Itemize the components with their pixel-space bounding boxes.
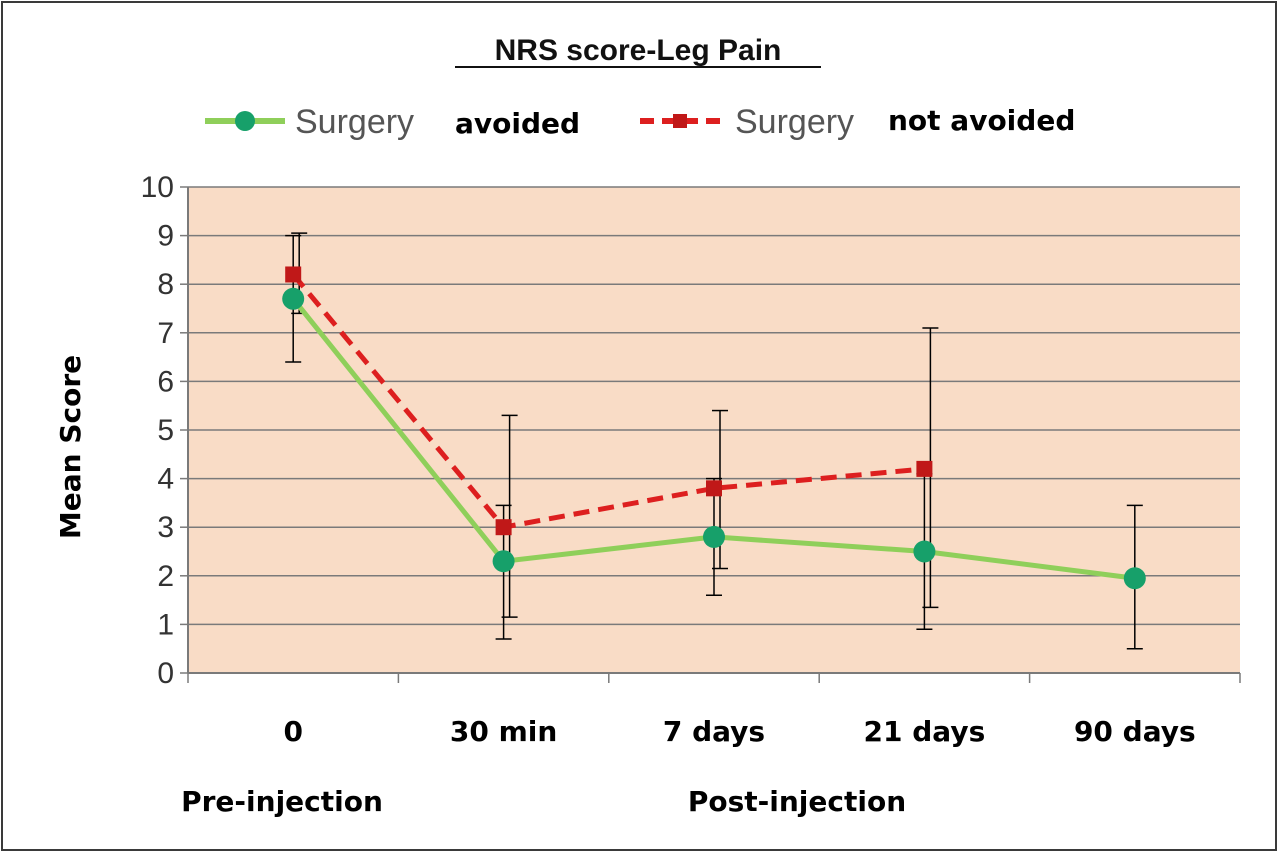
series-0-point-4 [1123, 567, 1146, 590]
series-0-point-2 [703, 525, 725, 548]
y-tick-label-1: 1 [157, 608, 174, 641]
phase-label-post-injection: Post-injection [688, 785, 906, 818]
y-tick-label-5: 5 [157, 414, 174, 447]
y-tick-label-6: 6 [157, 365, 174, 398]
y-tick-label-2: 2 [157, 560, 174, 593]
x-tick-label-3: 21 days [864, 715, 986, 748]
series-1-point-3 [916, 460, 933, 477]
y-tick-label-3: 3 [157, 511, 174, 544]
series-0-point-0 [282, 287, 305, 310]
legend-item-surgery-not-avoided: Surgery not avoided [640, 103, 1075, 141]
series-1-point-1 [495, 519, 512, 536]
series-1-point-2 [706, 480, 722, 497]
legend: Surgery avoided Surgery not avoided [205, 103, 1075, 141]
series-1-point-0 [285, 266, 302, 283]
legend-label-not-avoided-prefix: Surgery [735, 103, 854, 141]
legend-label-avoided-suffix: avoided [455, 107, 580, 140]
legend-item-surgery-avoided: Surgery avoided [205, 103, 580, 141]
series-0-point-3 [913, 540, 936, 563]
x-tick-label-2: 7 days [663, 715, 765, 748]
y-tick-label-10: 10 [141, 171, 174, 204]
y-axis-label: Mean Score [54, 355, 87, 539]
y-tick-label-4: 4 [157, 463, 174, 496]
y-tick-label-0: 0 [157, 657, 174, 690]
legend-label-not-avoided-suffix: not avoided [888, 104, 1075, 137]
phase-label-pre-injection: Pre-injection [181, 785, 383, 818]
chart-title: NRS score-Leg Pain [495, 34, 782, 67]
y-tick-label-7: 7 [157, 317, 174, 350]
x-tick-label-4: 90 days [1074, 715, 1196, 748]
y-tick-label-8: 8 [157, 268, 174, 301]
x-tick-label-0: 0 [283, 715, 302, 748]
series-1-line [291, 272, 925, 530]
legend-marker-avoided [235, 111, 255, 131]
plot-area: 0 1 2 3 4 5 6 7 8 9 10 0 30 min 7 days 21 days 90 days [141, 171, 1241, 748]
y-tick-label-9: 9 [157, 220, 174, 253]
series-0-point-1 [492, 550, 515, 573]
legend-label-avoided-prefix: Surgery [295, 103, 414, 141]
legend-marker-not-avoided [673, 114, 687, 128]
x-tick-label-1: 30 min [450, 715, 557, 748]
